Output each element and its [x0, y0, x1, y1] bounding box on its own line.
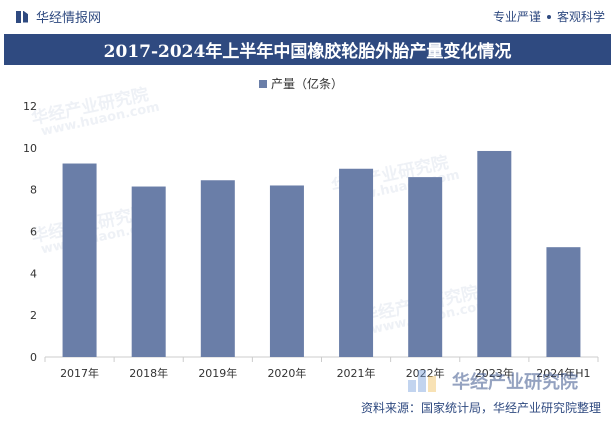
- x-tick-label: 2023年: [475, 366, 514, 380]
- separator-dot-icon: [546, 14, 551, 19]
- y-tick-label: 0: [30, 351, 37, 364]
- watermark-brand-text: 华经产业研究院: [452, 372, 578, 393]
- y-tick-label: 8: [30, 184, 37, 197]
- y-tick-label: 10: [23, 142, 37, 155]
- bar: [477, 150, 512, 357]
- x-tick-label: 2019年: [198, 366, 237, 380]
- x-tick-label: 2017年: [60, 366, 99, 380]
- tag-1: 专业严谨: [492, 10, 541, 24]
- x-tick-label: 2022年: [406, 366, 445, 380]
- bar: [408, 177, 443, 357]
- header-tags: 专业严谨 客观科学: [493, 8, 605, 25]
- legend-swatch: [259, 80, 267, 88]
- tag-2: 客观科学: [556, 10, 605, 24]
- watermark-logo-icon: [408, 370, 446, 392]
- bar: [62, 163, 97, 357]
- y-tick-label: 6: [30, 226, 37, 239]
- source-note: 资料来源：国家统计局，华经产业研究院整理: [360, 401, 601, 415]
- chart-title: 2017-2024年上半年中国橡胶轮胎外胎产量变化情况: [4, 34, 611, 65]
- y-tick-label: 12: [23, 100, 37, 113]
- bar: [546, 247, 581, 357]
- x-tick-label: 2018年: [129, 366, 168, 380]
- x-tick-label: 2024年H1: [536, 366, 590, 380]
- brand: 华经情报网: [16, 7, 101, 26]
- bar: [269, 185, 304, 357]
- bar: [200, 180, 235, 357]
- brand-logo-icon: [16, 10, 30, 24]
- brand-name: 华经情报网: [36, 11, 102, 26]
- y-tick-label: 4: [30, 267, 37, 280]
- x-tick-label: 2020年: [267, 366, 306, 380]
- legend-label: 产量（亿条）: [271, 76, 343, 91]
- y-tick-label: 2: [30, 309, 37, 322]
- bar: [339, 168, 374, 357]
- bar: [131, 186, 166, 357]
- top-bar: 华经情报网 专业严谨 客观科学: [0, 0, 615, 33]
- watermark-brand: 华经产业研究院: [408, 368, 578, 394]
- x-tick-label: 2021年: [337, 366, 376, 380]
